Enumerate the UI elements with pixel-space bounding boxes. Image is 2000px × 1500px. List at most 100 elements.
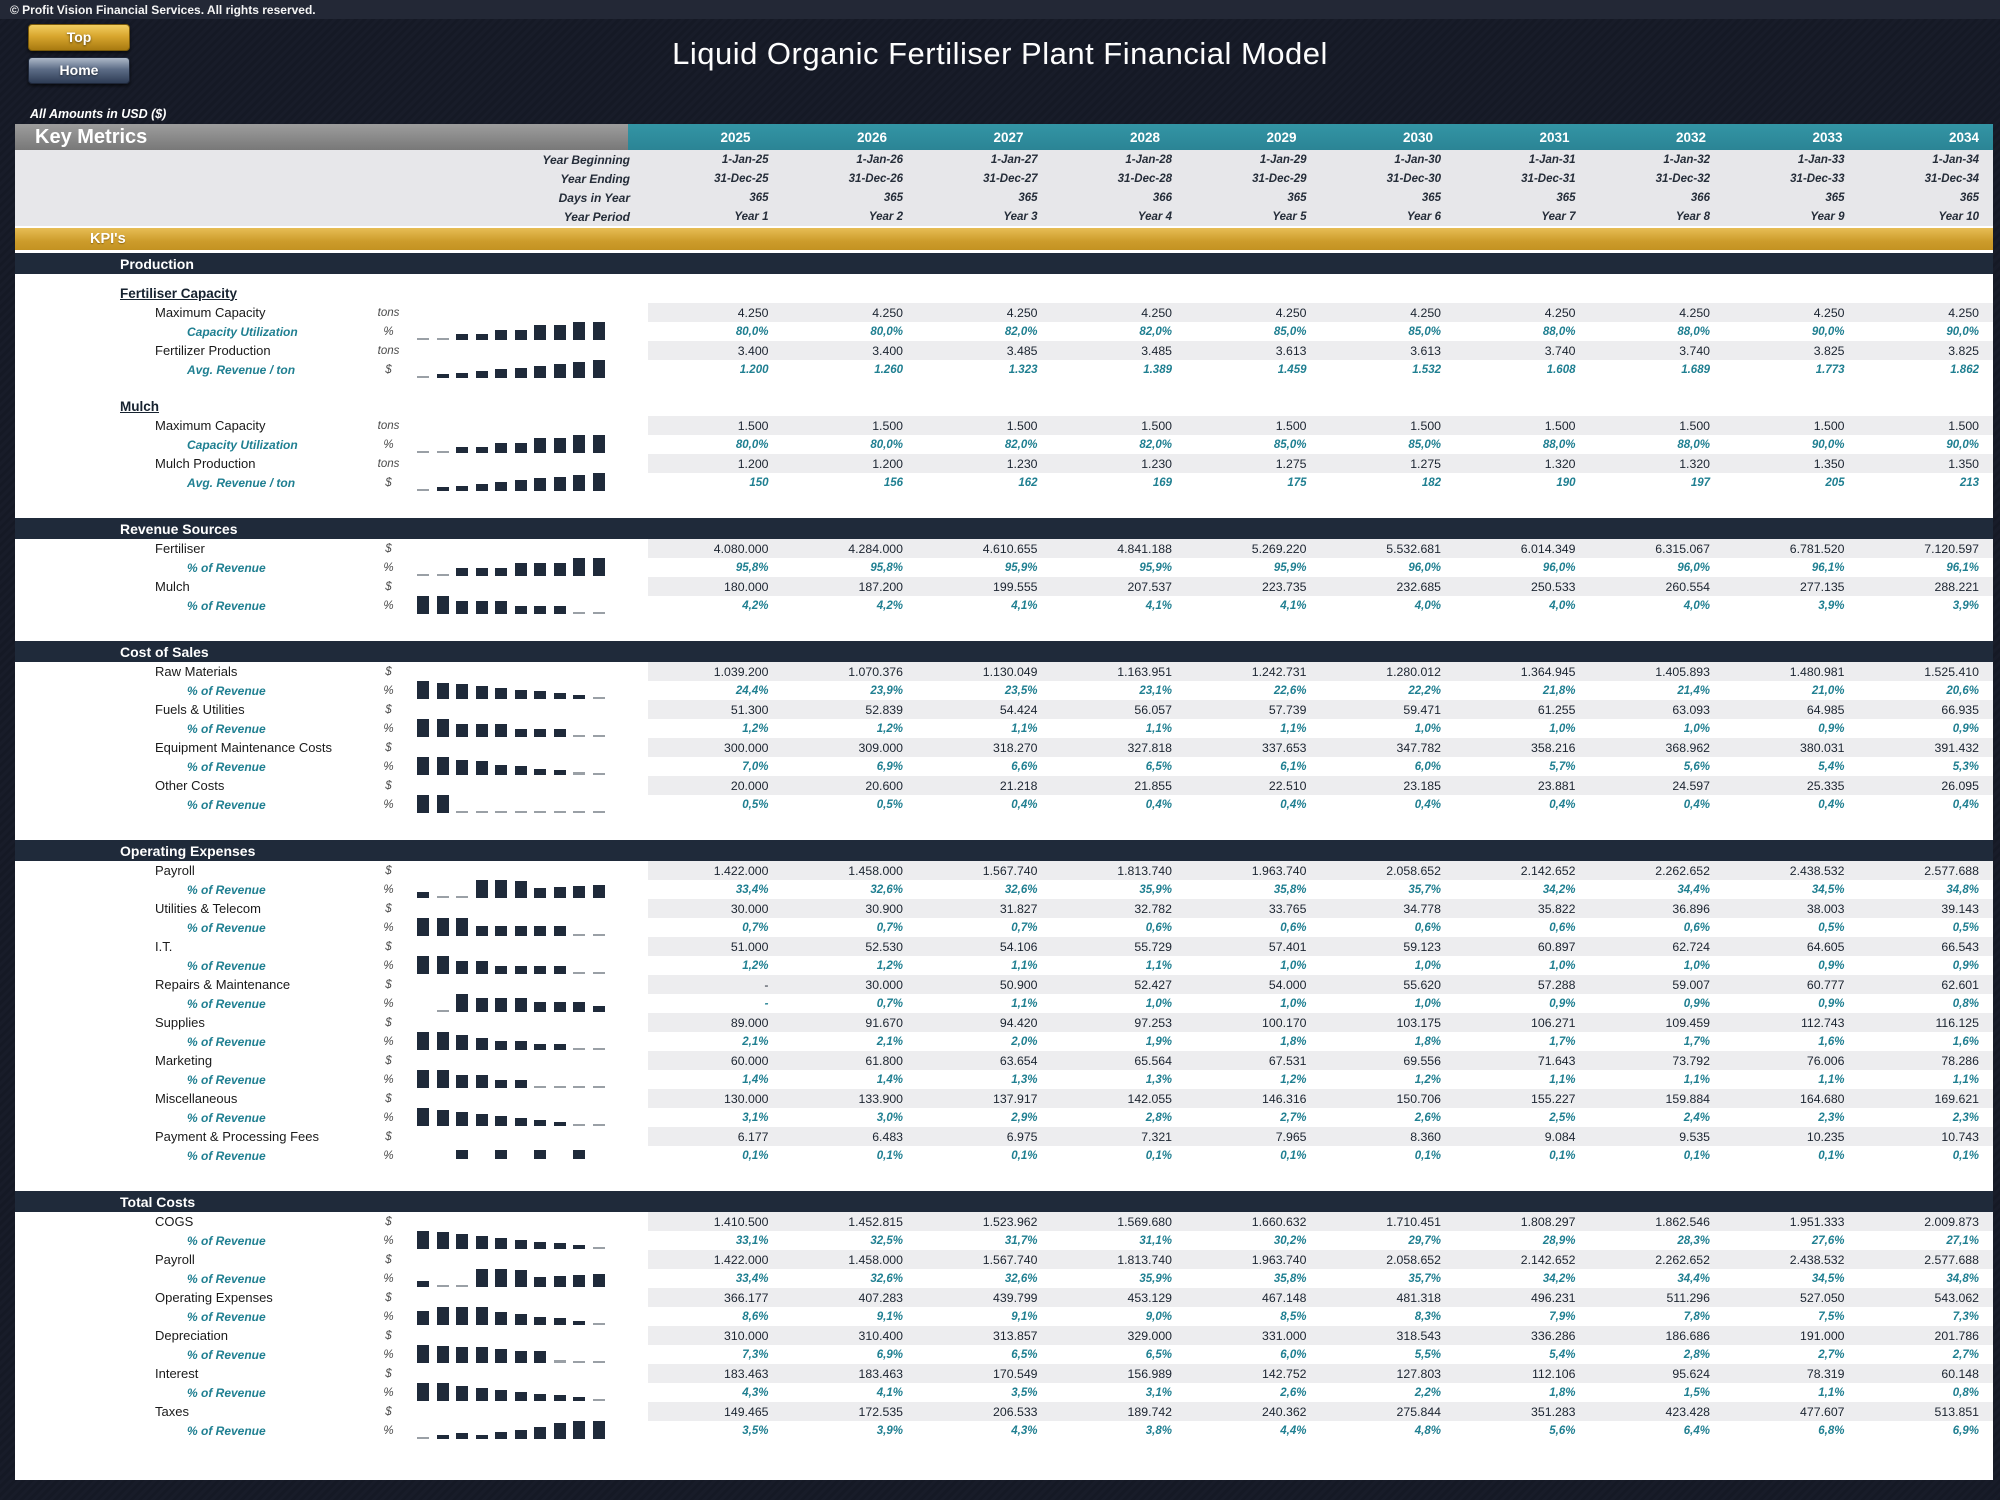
value-cell[interactable]: 0,7% [1011, 921, 1038, 934]
value-cell[interactable]: 30,2% [1273, 1234, 1307, 1247]
value-cell[interactable]: 1,5% [1683, 1386, 1710, 1399]
value-cell[interactable]: 1,6% [1952, 1035, 1979, 1048]
value-cell[interactable]: 21,8% [1542, 684, 1576, 697]
value-cell[interactable]: 130.000 [724, 1091, 769, 1106]
header-value-cell[interactable]: Year 10 [1938, 210, 1980, 223]
value-cell[interactable]: 26.095 [1941, 778, 1979, 793]
value-cell[interactable]: 1,0% [1280, 959, 1307, 972]
value-cell[interactable]: 2,6% [1414, 1111, 1441, 1124]
value-cell[interactable]: 66.935 [1941, 702, 1979, 717]
value-cell[interactable]: 59.471 [1403, 702, 1441, 717]
value-cell[interactable]: 34,5% [1811, 1272, 1845, 1285]
value-cell[interactable]: 96,1% [1946, 561, 1979, 574]
value-cell[interactable]: - [764, 997, 769, 1010]
value-cell[interactable]: 10.235 [1806, 1129, 1845, 1144]
value-cell[interactable]: 85,0% [1273, 438, 1307, 451]
value-cell[interactable]: 88,0% [1542, 438, 1576, 451]
value-cell[interactable]: 2,7% [1952, 1348, 1979, 1361]
value-cell[interactable]: 1,1% [1145, 959, 1172, 972]
value-cell[interactable]: 4.841.188 [1117, 541, 1172, 556]
value-cell[interactable]: 1.951.333 [1789, 1214, 1845, 1229]
value-cell[interactable]: 4,1% [1011, 599, 1038, 612]
value-cell[interactable]: 21,0% [1811, 684, 1845, 697]
value-cell[interactable]: 4.250 [1813, 305, 1845, 320]
value-cell[interactable]: 96,0% [1408, 561, 1441, 574]
value-cell[interactable]: 527.050 [1800, 1290, 1845, 1305]
value-cell[interactable]: 31,1% [1139, 1234, 1172, 1247]
value-cell[interactable]: 4.250 [1006, 305, 1038, 320]
value-cell[interactable]: 1.689 [1681, 363, 1710, 376]
value-cell[interactable]: 142.752 [1262, 1366, 1307, 1381]
header-value-cell[interactable]: 1-Jan-29 [1259, 153, 1307, 166]
value-cell[interactable]: 4,1% [1280, 599, 1307, 612]
value-cell[interactable]: 1.567.740 [982, 863, 1038, 878]
value-cell[interactable]: 1.320 [1544, 456, 1576, 471]
value-cell[interactable]: 2.577.688 [1924, 863, 1979, 878]
value-cell[interactable]: 6,9% [876, 1348, 903, 1361]
value-cell[interactable]: 0,1% [1683, 1149, 1710, 1162]
value-cell[interactable]: 21.855 [1134, 778, 1172, 793]
value-cell[interactable]: 67.531 [1268, 1053, 1307, 1068]
value-cell[interactable]: 95,8% [735, 561, 769, 574]
value-cell[interactable]: 1.230 [1141, 456, 1172, 471]
value-cell[interactable]: 347.782 [1396, 740, 1441, 755]
value-cell[interactable]: 4,3% [742, 1386, 769, 1399]
value-cell[interactable]: 6,5% [1145, 1348, 1172, 1361]
value-cell[interactable]: 4,0% [1683, 599, 1710, 612]
value-cell[interactable]: 23,9% [870, 684, 903, 697]
value-cell[interactable]: 0,9% [1952, 722, 1979, 735]
value-cell[interactable]: 3.400 [872, 343, 903, 358]
value-cell[interactable]: 103.175 [1396, 1015, 1441, 1030]
value-cell[interactable]: 2,8% [1145, 1111, 1172, 1124]
value-cell[interactable]: 172.535 [858, 1404, 903, 1419]
value-cell[interactable]: 4.250 [737, 305, 769, 320]
value-cell[interactable]: 1.808.297 [1520, 1214, 1576, 1229]
value-cell[interactable]: 85,0% [1408, 325, 1441, 338]
value-cell[interactable]: 2,5% [1549, 1111, 1576, 1124]
value-cell[interactable]: 351.283 [1531, 1404, 1576, 1419]
value-cell[interactable]: 1.500 [872, 418, 903, 433]
value-cell[interactable]: 23,1% [1139, 684, 1172, 697]
value-cell[interactable]: 1,2% [1414, 1073, 1441, 1086]
value-cell[interactable]: 1.422.000 [713, 1252, 769, 1267]
year-header-cell[interactable]: 2028 [1129, 129, 1160, 145]
value-cell[interactable]: 88,0% [1677, 325, 1710, 338]
value-cell[interactable]: 0,6% [1145, 921, 1172, 934]
value-cell[interactable]: 0,4% [1414, 798, 1441, 811]
value-cell[interactable]: 2,7% [1818, 1348, 1845, 1361]
value-cell[interactable]: 156 [883, 476, 903, 489]
value-cell[interactable]: 337.653 [1262, 740, 1307, 755]
header-value-cell[interactable]: Year 7 [1541, 210, 1576, 223]
value-cell[interactable]: 94.420 [999, 1015, 1038, 1030]
year-header-cell[interactable]: 2032 [1675, 129, 1706, 145]
value-cell[interactable]: 95,9% [1273, 561, 1307, 574]
year-header-cell[interactable]: 2034 [1948, 129, 1979, 145]
value-cell[interactable]: 275.844 [1396, 1404, 1441, 1419]
value-cell[interactable]: 6,0% [1414, 760, 1441, 773]
header-value-cell[interactable]: 31-Dec-26 [848, 172, 903, 185]
value-cell[interactable]: 183.463 [724, 1366, 769, 1381]
value-cell[interactable]: 0,5% [876, 798, 903, 811]
value-cell[interactable]: 146.316 [1262, 1091, 1307, 1106]
header-value-cell[interactable]: Year 8 [1675, 210, 1710, 223]
value-cell[interactable]: 0,9% [1818, 959, 1845, 972]
value-cell[interactable]: 0,5% [1818, 921, 1845, 934]
value-cell[interactable]: 2,0% [1011, 1035, 1038, 1048]
header-value-cell[interactable]: 31-Dec-27 [983, 172, 1038, 185]
value-cell[interactable]: 56.057 [1134, 702, 1172, 717]
value-cell[interactable]: 1,8% [1549, 1386, 1576, 1399]
value-cell[interactable]: 90,0% [1946, 438, 1979, 451]
value-cell[interactable]: 1.260 [874, 363, 903, 376]
value-cell[interactable]: 0,7% [742, 921, 769, 934]
value-cell[interactable]: 1.862.546 [1655, 1214, 1710, 1229]
value-cell[interactable]: 88,0% [1677, 438, 1710, 451]
value-cell[interactable]: 95,8% [870, 561, 903, 574]
value-cell[interactable]: 33.765 [1268, 901, 1307, 916]
value-cell[interactable]: 2,3% [1818, 1111, 1845, 1124]
value-cell[interactable]: 1,8% [1414, 1035, 1441, 1048]
value-cell[interactable]: 1,2% [742, 959, 769, 972]
value-cell[interactable]: 33,4% [735, 883, 769, 896]
header-value-cell[interactable]: 1-Jan-25 [721, 153, 769, 166]
value-cell[interactable]: 61.255 [1537, 702, 1576, 717]
value-cell[interactable]: 3,9% [876, 1424, 903, 1437]
